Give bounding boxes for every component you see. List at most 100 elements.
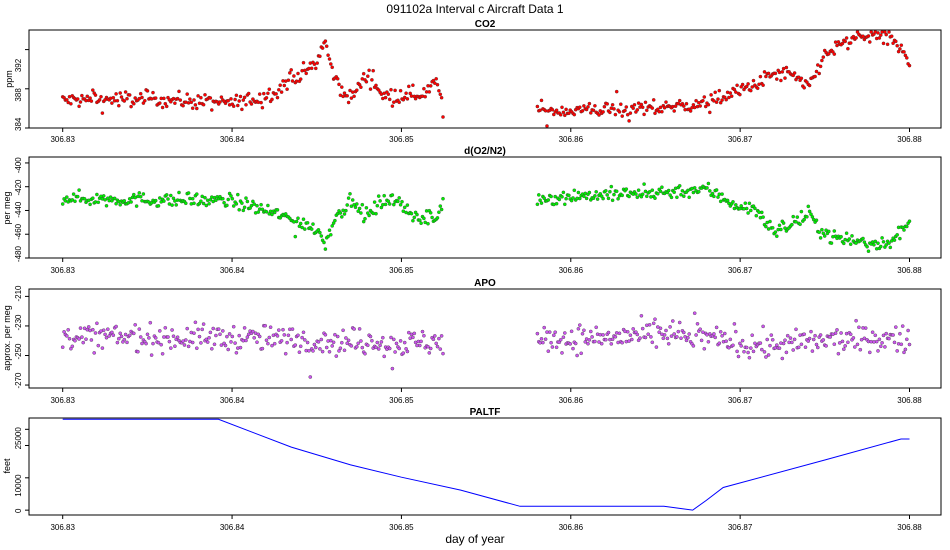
data-point (594, 190, 598, 194)
data-point (402, 205, 407, 210)
data-point (162, 96, 166, 101)
data-point (610, 198, 615, 203)
data-point (108, 195, 113, 199)
data-point (876, 241, 880, 245)
data-point (376, 194, 381, 198)
panel-paltf-ylabel: feet (2, 458, 12, 474)
data-point (132, 101, 136, 106)
data-point (604, 189, 608, 193)
data-point (613, 335, 618, 339)
data-point (114, 324, 118, 329)
data-point (70, 198, 75, 202)
data-point (207, 202, 211, 206)
data-point (809, 329, 813, 334)
data-point (144, 341, 148, 346)
data-point (640, 192, 645, 196)
data-point (777, 346, 782, 350)
data-point (392, 337, 396, 342)
data-point (199, 95, 203, 100)
xtick-label: 306.83 (50, 396, 75, 405)
data-point (359, 339, 363, 343)
data-point (697, 189, 701, 194)
data-point (814, 69, 819, 74)
data-point (879, 344, 883, 349)
data-point (237, 99, 241, 103)
data-point (376, 347, 381, 351)
data-point (382, 193, 386, 198)
data-point (190, 106, 195, 110)
data-point (584, 196, 589, 201)
data-point (643, 189, 648, 194)
data-point (327, 228, 332, 232)
data-point (734, 329, 738, 334)
data-point (158, 329, 162, 333)
ytick-label: -460 (14, 223, 23, 240)
data-point (770, 226, 775, 230)
data-point (398, 339, 403, 343)
data-point (642, 182, 646, 186)
data-point (303, 338, 307, 342)
data-point (282, 83, 287, 88)
data-point (441, 115, 445, 119)
data-point (597, 340, 601, 344)
data-point (367, 68, 371, 73)
data-point (167, 339, 172, 344)
data-point (902, 350, 906, 355)
data-point (329, 62, 333, 66)
panel-o2n2: d(O2/N2) per meg -480 -460 -440 -420 -40… (2, 146, 942, 275)
data-point (682, 330, 686, 335)
data-point (879, 33, 883, 37)
xtick-label: 306.83 (50, 266, 75, 275)
xtick-label: 306.85 (389, 396, 414, 405)
data-point (900, 324, 905, 328)
data-point (170, 328, 174, 332)
data-point (738, 92, 742, 97)
data-point (672, 332, 676, 336)
data-point (196, 94, 200, 98)
data-point (734, 90, 738, 94)
data-point (881, 333, 886, 338)
data-point (610, 103, 615, 107)
data-point (349, 344, 354, 348)
data-point (594, 325, 598, 330)
data-point (568, 342, 572, 346)
data-point (252, 336, 256, 340)
data-point (650, 188, 655, 192)
data-point (346, 338, 351, 343)
data-point (405, 349, 410, 354)
data-point (680, 189, 685, 193)
ytick-label: -420 (14, 179, 23, 196)
data-point (677, 320, 682, 325)
data-point (731, 200, 735, 204)
data-point (192, 201, 196, 206)
data-point (263, 323, 267, 328)
data-point (760, 210, 764, 215)
data-point (117, 103, 121, 108)
data-point (73, 338, 77, 343)
data-point (799, 342, 804, 347)
data-point (195, 192, 199, 196)
data-point (272, 341, 277, 346)
data-point (199, 199, 203, 203)
data-point (77, 104, 81, 109)
data-point (285, 340, 289, 345)
data-point (561, 110, 566, 115)
data-point (635, 332, 640, 337)
data-point (761, 83, 765, 87)
data-point (355, 344, 359, 349)
data-point (623, 108, 627, 113)
panel-co2-ytick-labels: 384 388 392 (14, 58, 23, 131)
data-point (222, 200, 226, 205)
data-point (372, 200, 377, 204)
data-point (199, 341, 203, 345)
data-point (716, 195, 720, 199)
data-point (374, 345, 378, 350)
xtick-label: 306.85 (389, 266, 414, 275)
data-point (65, 98, 69, 102)
data-point (727, 345, 731, 350)
data-point (675, 335, 679, 339)
data-point (895, 233, 899, 237)
data-point (348, 192, 352, 196)
data-point (162, 199, 166, 203)
data-point (137, 191, 142, 195)
